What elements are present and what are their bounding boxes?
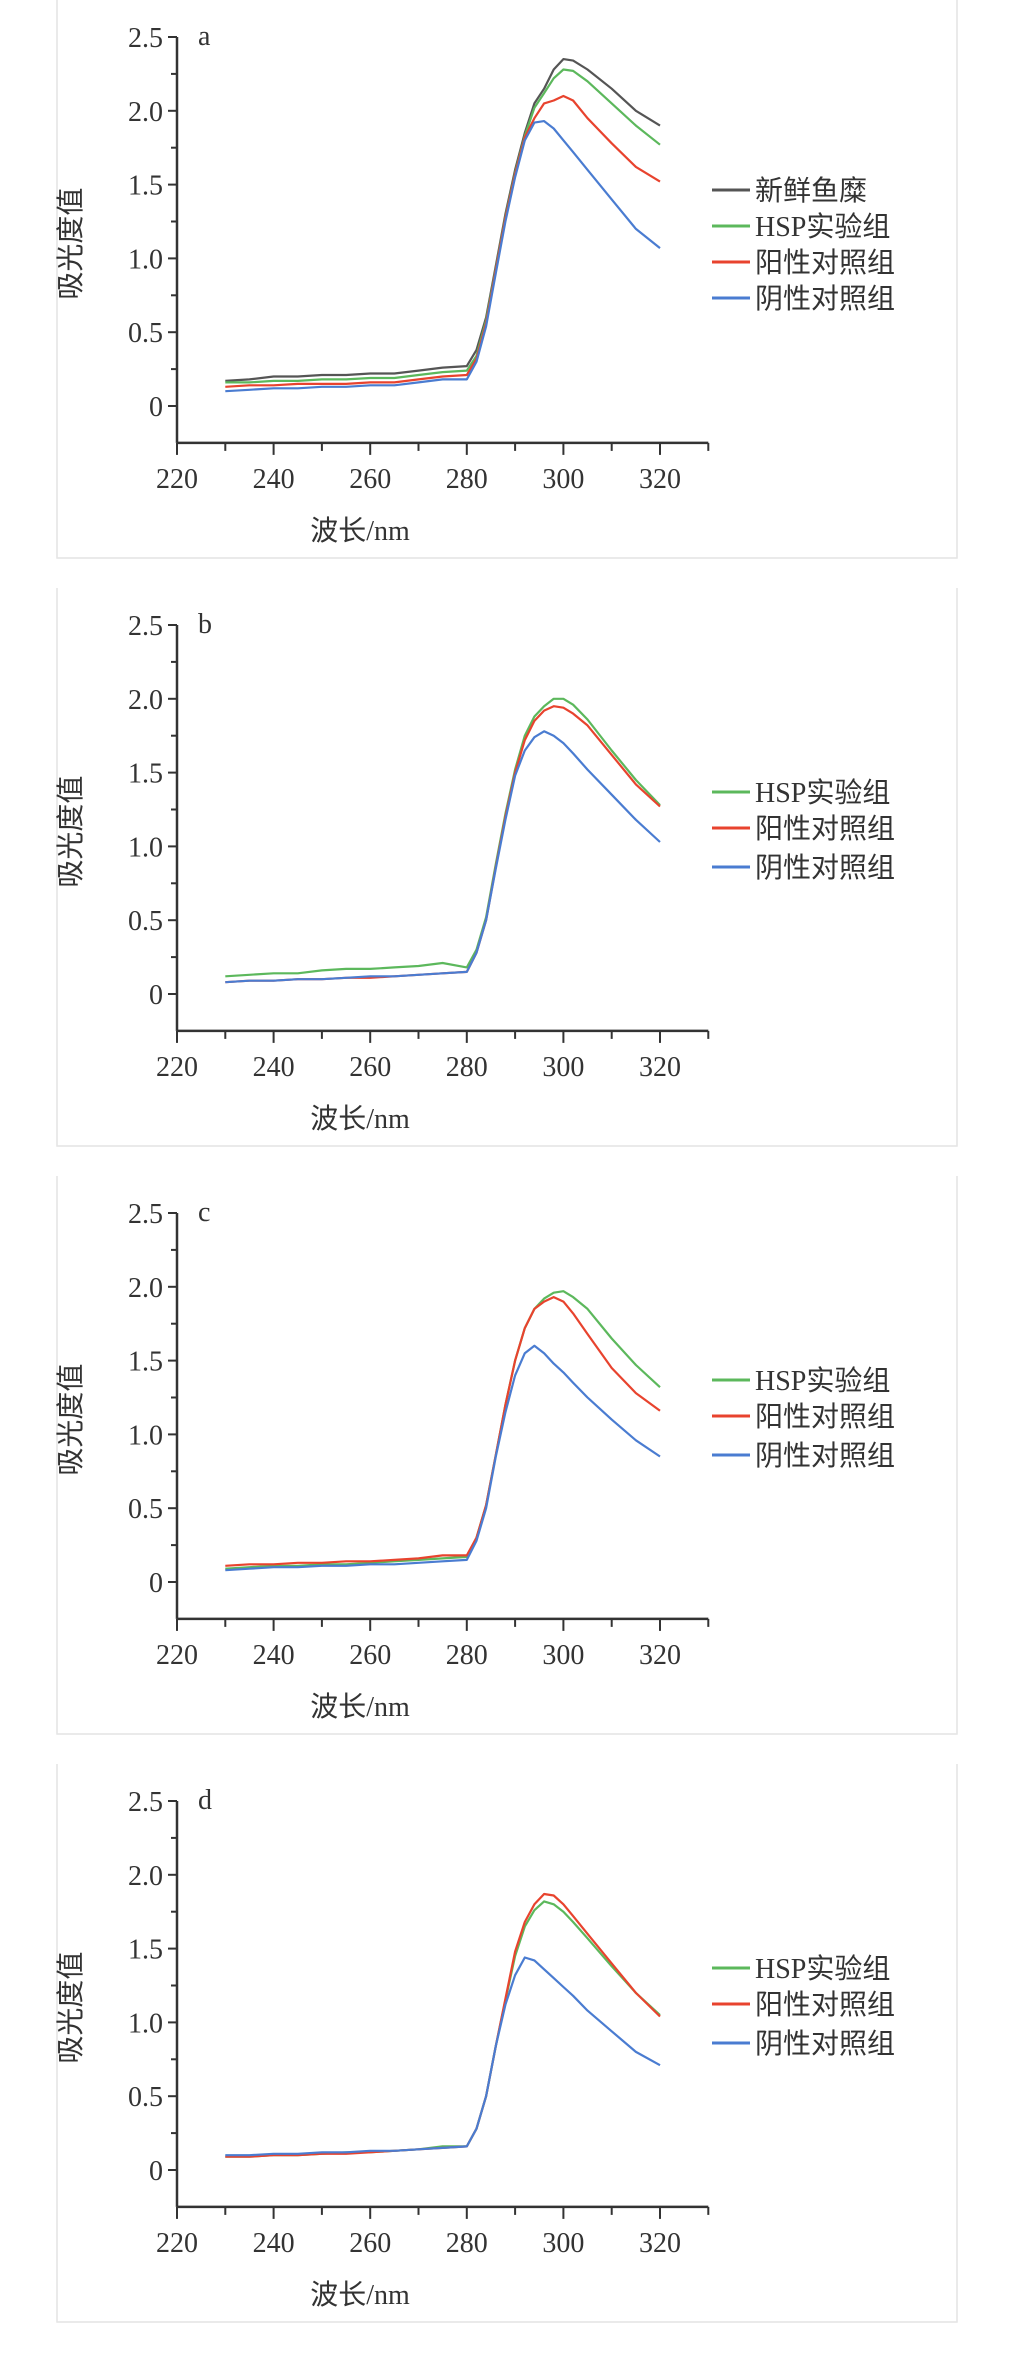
x-tick-label: 260: [349, 1640, 391, 1671]
y-axis-label: 吸光度值: [55, 1952, 87, 2064]
x-axis-label: 波长/nm: [310, 2279, 410, 2311]
x-tick-label: 240: [253, 464, 295, 495]
panel-label: b: [198, 609, 212, 640]
y-tick-label: 2.0: [128, 1861, 163, 1892]
legend-label-hsp: HSP实验组: [755, 777, 890, 809]
y-tick-label: 2.0: [128, 1273, 163, 1304]
x-tick-label: 220: [156, 1640, 198, 1671]
panel-label: c: [198, 1197, 210, 1228]
y-tick-label: 1.0: [128, 1420, 163, 1451]
y-tick-label: 2.5: [128, 1199, 163, 1230]
legend-label-hsp: HSP实验组: [755, 1365, 890, 1397]
x-tick-label: 280: [446, 464, 488, 495]
legend-label-fresh: 新鲜鱼糜: [755, 175, 867, 207]
x-tick-label: 220: [156, 1052, 198, 1083]
y-tick-label: 1.5: [128, 759, 163, 790]
panel-frame: [56, 588, 958, 1147]
series-line-positive: [225, 1296, 661, 1567]
legend-label-positive: 阳性对照组: [755, 1401, 895, 1433]
x-tick-label: 240: [253, 1052, 295, 1083]
x-tick-label: 300: [542, 1052, 584, 1083]
series-line-negative: [225, 1344, 661, 1572]
y-axis-label: 吸光度值: [55, 1364, 87, 1476]
x-tick-label: 280: [446, 1052, 488, 1083]
x-tick-label: 320: [639, 2228, 681, 2259]
x-tick-label: 260: [349, 1052, 391, 1083]
series-line-hsp: [225, 68, 661, 384]
chart-panel-b: 0 0.5 1.0 1.5 2.0 2.5 220 240 260 280 300 320 波长/nm 吸…: [55, 588, 958, 1147]
x-tick-label: 280: [446, 1640, 488, 1671]
y-axis-label: 吸光度值: [55, 188, 87, 300]
series-line-hsp: [225, 1290, 661, 1570]
chart-panel-c: 0 0.5 1.0 1.5 2.0 2.5 220 240 260 280 300 320 波长/nm 吸…: [55, 1176, 958, 1735]
y-axis-label: 吸光度值: [55, 776, 87, 888]
x-axis-label: 波长/nm: [310, 1103, 410, 1135]
chart-panel-d: 0 0.5 1.0 1.5 2.0 2.5 220 240 260 280 300 320 波长/nm 吸…: [55, 1764, 958, 2323]
panel-label: a: [198, 21, 211, 52]
y-tick-label: 0: [149, 980, 163, 1011]
x-tick-label: 300: [542, 2228, 584, 2259]
panel-label: d: [198, 1785, 212, 1816]
legend-label-positive: 阳性对照组: [755, 1989, 895, 2021]
legend-label-positive: 阳性对照组: [755, 813, 895, 845]
x-tick-label: 300: [542, 1640, 584, 1671]
series-line-positive: [225, 94, 661, 388]
y-tick-label: 0.5: [128, 1494, 163, 1525]
legend-label-hsp: HSP实验组: [755, 1953, 890, 1985]
y-tick-label: 0.5: [128, 318, 163, 349]
y-tick-label: 0: [149, 2156, 163, 2187]
x-tick-label: 280: [446, 2228, 488, 2259]
y-tick-label: 2.5: [128, 23, 163, 54]
y-tick-label: 2.5: [128, 611, 163, 642]
y-tick-label: 1.5: [128, 1935, 163, 1966]
x-tick-label: 260: [349, 464, 391, 495]
series-line-positive: [225, 705, 661, 984]
x-tick-label: 240: [253, 2228, 295, 2259]
series-line-negative: [225, 120, 661, 393]
y-tick-label: 2.0: [128, 685, 163, 716]
y-tick-label: 1.0: [128, 244, 163, 275]
x-tick-label: 320: [639, 1640, 681, 1671]
series-line-negative: [225, 730, 661, 984]
legend-label-negative: 阴性对照组: [755, 852, 895, 884]
y-tick-label: 0: [149, 392, 163, 423]
series-line-positive: [225, 1892, 661, 2158]
legend-label-positive: 阳性对照组: [755, 247, 895, 279]
x-tick-label: 220: [156, 2228, 198, 2259]
x-tick-label: 260: [349, 2228, 391, 2259]
x-tick-label: 320: [639, 464, 681, 495]
y-tick-label: 0.5: [128, 906, 163, 937]
x-axis-label: 波长/nm: [310, 515, 410, 547]
y-tick-label: 1.0: [128, 2008, 163, 2039]
y-tick-label: 1.0: [128, 832, 163, 863]
x-tick-label: 240: [253, 1640, 295, 1671]
panel-frame: [56, 1176, 958, 1735]
x-tick-label: 220: [156, 464, 198, 495]
legend-label-negative: 阴性对照组: [755, 2028, 895, 2060]
series-line-hsp: [225, 697, 661, 978]
x-tick-label: 300: [542, 464, 584, 495]
chart-panel-a: 0 0.5 1.0 1.5 2.0 2.5 220 240 260 280 300 320 波长/nm 吸…: [55, 0, 958, 559]
y-tick-label: 2.5: [128, 1787, 163, 1818]
series-line-fresh: [225, 58, 661, 382]
panel-frame: [56, 1764, 958, 2323]
series-line-negative: [225, 1956, 661, 2157]
x-tick-label: 320: [639, 1052, 681, 1083]
legend-label-hsp: HSP实验组: [755, 211, 890, 243]
x-axis-label: 波长/nm: [310, 1691, 410, 1723]
y-tick-label: 0.5: [128, 2082, 163, 2113]
y-tick-label: 1.5: [128, 1347, 163, 1378]
y-tick-label: 1.5: [128, 171, 163, 202]
legend-label-negative: 阴性对照组: [755, 1440, 895, 1472]
series-line-hsp: [225, 1900, 661, 2158]
y-tick-label: 2.0: [128, 97, 163, 128]
legend-label-negative: 阴性对照组: [755, 283, 895, 315]
y-tick-label: 0: [149, 1568, 163, 1599]
panel-frame: [56, 0, 958, 559]
